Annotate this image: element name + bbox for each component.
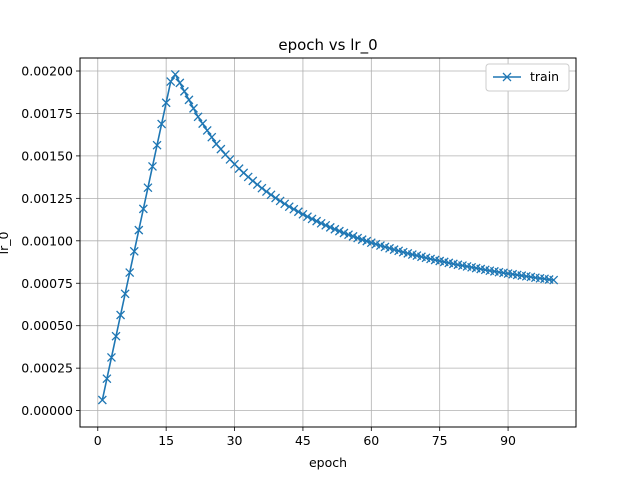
legend-marker-swatch xyxy=(502,72,512,82)
y-tick-label: 0.00000 xyxy=(21,403,73,418)
data-point-marker xyxy=(102,374,112,384)
data-point-marker xyxy=(289,204,299,214)
legend: train xyxy=(485,63,570,92)
data-point-marker xyxy=(138,204,148,214)
data-point-marker xyxy=(148,161,157,171)
data-point-marker xyxy=(184,95,194,105)
y-tick-label: 0.00125 xyxy=(21,191,73,206)
legend-x-marker xyxy=(502,72,512,82)
data-point-marker xyxy=(298,209,308,219)
data-point-marker xyxy=(316,218,326,228)
data-point-marker xyxy=(307,214,317,224)
data-point-marker xyxy=(125,268,135,278)
plot-frame xyxy=(79,57,577,428)
data-point-marker xyxy=(170,69,180,79)
x-tick-label: 15 xyxy=(158,433,174,448)
series-layer xyxy=(97,69,559,405)
data-point-marker xyxy=(193,112,203,122)
x-tick-label: 0 xyxy=(94,433,102,448)
y-tick-label: 0.00100 xyxy=(21,233,73,248)
data-point-marker xyxy=(339,228,349,238)
data-point-marker xyxy=(198,119,208,129)
y-tick-label: 0.00025 xyxy=(21,361,73,376)
data-point-marker xyxy=(97,395,107,405)
data-point-marker xyxy=(152,140,162,150)
data-point-marker xyxy=(120,289,130,299)
x-tick-label: 30 xyxy=(227,433,243,448)
data-point-marker xyxy=(257,183,267,193)
data-point-marker xyxy=(202,125,212,135)
data-point-marker xyxy=(161,98,171,108)
data-point-marker xyxy=(321,220,331,230)
data-point-marker xyxy=(303,212,312,222)
data-point-marker xyxy=(275,196,285,206)
data-point-marker xyxy=(157,119,167,129)
data-point-marker xyxy=(266,190,276,200)
data-point-marker xyxy=(179,86,189,96)
data-point-marker xyxy=(334,226,344,236)
y-tick-label: 0.00150 xyxy=(21,148,73,163)
data-point-marker xyxy=(348,231,358,241)
x-axis: 0 15 30 45 60 75 90 xyxy=(94,427,516,448)
data-point-marker xyxy=(330,224,340,234)
data-point-marker xyxy=(271,193,281,203)
data-point-marker xyxy=(207,132,217,142)
data-point-marker xyxy=(166,77,176,86)
data-point-marker xyxy=(344,230,353,240)
data-point-marker xyxy=(280,199,290,209)
data-point-marker xyxy=(116,310,126,320)
x-tick-label: 75 xyxy=(432,433,448,448)
data-point-marker xyxy=(549,275,559,285)
legend-label-train: train xyxy=(530,69,559,84)
data-point-marker xyxy=(261,187,271,197)
y-tick-label: 0.00175 xyxy=(21,106,73,121)
series-line-train xyxy=(101,73,554,401)
data-point-marker xyxy=(325,222,335,232)
legend-box xyxy=(485,63,570,92)
data-point-marker xyxy=(293,207,303,217)
y-axis-title: lr_0 xyxy=(0,232,11,255)
y-tick-label: 0.00200 xyxy=(21,64,73,79)
x-axis-title: epoch xyxy=(309,455,347,470)
x-tick-label: 45 xyxy=(295,433,311,448)
y-tick-label: 0.00075 xyxy=(21,276,73,291)
data-point-marker xyxy=(143,183,153,193)
data-point-marker xyxy=(312,216,322,226)
data-point-marker xyxy=(111,331,121,341)
data-point-marker xyxy=(284,202,294,212)
data-point-marker xyxy=(106,352,116,362)
data-point-marker xyxy=(134,225,144,235)
data-point-marker xyxy=(175,78,185,88)
y-axis: 0.00000 0.00025 0.00050 0.00075 0.00100 0.001… xyxy=(21,64,80,418)
y-tick-label: 0.00050 xyxy=(21,318,73,333)
chart-title: epoch vs lr_0 xyxy=(278,36,377,55)
x-tick-label: 60 xyxy=(363,433,379,448)
data-point-marker xyxy=(252,180,262,190)
data-point-marker xyxy=(129,246,139,256)
x-tick-label: 90 xyxy=(500,433,516,448)
data-point-marker xyxy=(189,103,198,113)
